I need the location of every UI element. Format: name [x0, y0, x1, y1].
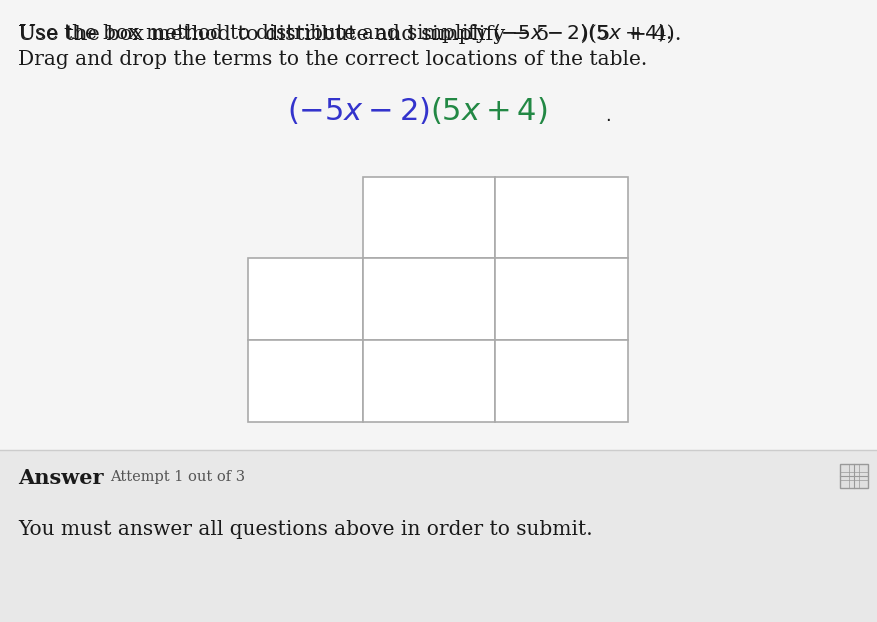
Text: $(5x+4)$: $(5x+4)$	[430, 96, 547, 128]
Bar	[362, 177, 495, 258]
Text: Use the box method to distribute and simplify $(-5x-2)(5x+4)$.: Use the box method to distribute and sim…	[18, 22, 671, 45]
Bar	[839, 464, 867, 488]
Bar	[362, 340, 495, 422]
Bar	[495, 340, 627, 422]
Bar	[0, 450, 877, 622]
Text: Drag and drop the terms to the correct locations of the table.: Drag and drop the terms to the correct l…	[18, 50, 646, 69]
Bar	[495, 258, 627, 340]
Bar	[495, 177, 627, 258]
Text: Attempt 1 out of 3: Attempt 1 out of 3	[110, 470, 245, 484]
Text: Answer: Answer	[18, 468, 103, 488]
Text: .: .	[604, 107, 610, 125]
Text: Use the box method to distribute and simplify − 5       )(5    + 4).: Use the box method to distribute and sim…	[18, 24, 681, 44]
Bar	[247, 340, 362, 422]
Text: $(-5x-2)$: $(-5x-2)$	[287, 96, 430, 128]
Bar	[362, 258, 495, 340]
Text: You must answer all questions above in order to submit.: You must answer all questions above in o…	[18, 520, 592, 539]
Bar	[247, 258, 362, 340]
